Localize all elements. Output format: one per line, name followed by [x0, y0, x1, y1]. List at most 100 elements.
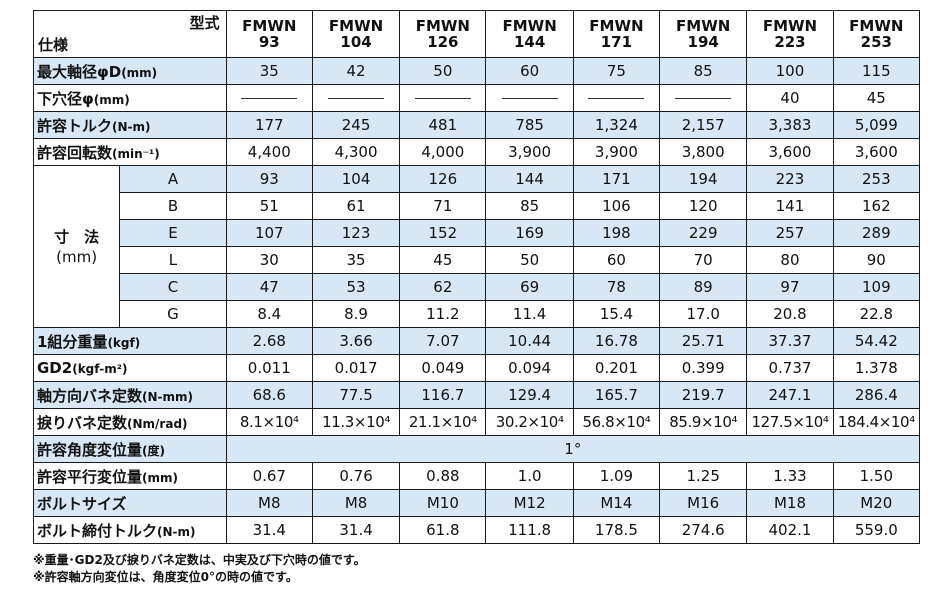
value-text: 20.8	[773, 305, 807, 323]
value-cell: 89	[659, 273, 748, 301]
value-cell: 11.3×10⁴	[311, 408, 401, 436]
value-cell: 3,600	[832, 138, 921, 166]
empty-dash	[501, 98, 558, 99]
value-cell: 53	[311, 273, 401, 301]
value-cell: 223	[746, 165, 834, 193]
value-text: 30	[259, 251, 279, 269]
value-cell: 5,099	[832, 111, 921, 139]
value-text: 45	[433, 251, 453, 269]
value-cell: 70	[659, 246, 748, 274]
value-text: 89	[693, 278, 713, 296]
value-cell: 31.4	[311, 516, 401, 544]
value-text: 8.4	[257, 305, 282, 323]
value-cell: M10	[399, 489, 487, 517]
value-cell: 286.4	[832, 381, 921, 409]
value-cell: 85.9×10⁴	[659, 408, 748, 436]
value-text: 144	[515, 170, 544, 188]
value-text: 178.5	[594, 521, 638, 539]
value-cell: M12	[485, 489, 574, 517]
value-text: 141	[775, 197, 805, 215]
value-text: 0.049	[421, 359, 465, 377]
value-text: 162	[861, 197, 891, 215]
value-text: 120	[688, 197, 718, 215]
value-text: 247.1	[768, 386, 812, 404]
value-cell: 106	[572, 192, 661, 220]
row-label: 捩りバネ定数(Nm/rad)	[33, 408, 227, 436]
value-text: 3,600	[854, 143, 898, 161]
corner-cell: 型式 仕様	[33, 10, 227, 58]
row-unit: (N-mm)	[142, 389, 194, 404]
value-cell: 129.4	[485, 381, 574, 409]
value-text: 115	[861, 62, 891, 80]
row-label: 1組分重量(kgf)	[33, 327, 227, 355]
value-text: 0.88	[426, 467, 460, 485]
value-cell: 177	[225, 111, 313, 139]
model-brand: FMWN	[762, 17, 818, 35]
value-text: 0.737	[768, 359, 812, 377]
value-text: 77.5	[339, 386, 373, 404]
row-label: ボルトサイズ	[33, 489, 227, 517]
empty-dash	[675, 98, 732, 99]
footnotes: ※重量･GD2及び捩りバネ定数は、中実及び下穴時の値です。 ※許容軸方向変位は、…	[33, 552, 366, 586]
spec-row: 許容平行変位量(mm) 0.67 0.76 0.88 1.0 1.09 1.25 1.33 1.…	[33, 462, 921, 490]
value-cell: 0.011	[225, 354, 313, 382]
value-cell: 116.7	[399, 381, 487, 409]
model-number: 171	[600, 33, 633, 51]
value-text: 104	[341, 170, 371, 188]
value-text: 60	[520, 62, 540, 80]
value-text: 11.4	[512, 305, 547, 323]
value-cell: 162	[832, 192, 921, 220]
row-label-text: 1組分重量	[37, 332, 108, 351]
value-text: 61	[346, 197, 366, 215]
row-label: 許容トルク(N-m)	[33, 111, 227, 139]
footnote: ※重量･GD2及び捩りバネ定数は、中実及び下穴時の値です。	[33, 553, 366, 567]
row-label-text: 下穴径φ	[37, 89, 94, 108]
value-text: 0.017	[334, 359, 378, 377]
value-text: 61.8	[426, 521, 460, 539]
row-unit: (N-m)	[157, 524, 196, 539]
value-text: 286.4	[854, 386, 898, 404]
value-cell: 85	[659, 57, 748, 85]
value-text: 35	[259, 62, 279, 80]
row-label-text: 捩りバネ定数	[37, 413, 128, 432]
value-text: 481	[428, 116, 458, 134]
model-brand: FMWN	[849, 17, 904, 35]
value-cell: 785	[485, 111, 574, 139]
value-text: 1,324	[594, 116, 638, 134]
dimension-name: A	[119, 165, 227, 193]
dimension-name-text: E	[168, 224, 178, 242]
value-text: 78	[606, 278, 626, 296]
value-cell	[659, 84, 748, 112]
row-label-text: 最大軸径φD	[37, 62, 122, 81]
value-cell	[399, 84, 487, 112]
value-cell: 78	[572, 273, 661, 301]
model-header: FMWN 93	[225, 10, 313, 58]
value-cell: 15.4	[572, 300, 661, 328]
value-text: M14	[600, 494, 633, 512]
value-cell: 61.8	[399, 516, 487, 544]
value-text: 0.67	[252, 467, 286, 485]
value-cell: 169	[485, 219, 574, 247]
empty-dash	[241, 98, 298, 99]
value-text: 171	[602, 170, 631, 188]
value-text: 4,400	[247, 143, 291, 161]
value-text: 5,099	[854, 116, 898, 134]
value-cell: 60	[485, 57, 574, 85]
value-text: 71	[433, 197, 453, 215]
dimension-name: E	[119, 219, 227, 247]
value-text: 75	[606, 62, 626, 80]
value-cell: 80	[746, 246, 834, 274]
value-cell: 2,157	[659, 111, 748, 139]
value-text: 257	[775, 224, 805, 242]
value-text: 17.0	[686, 305, 720, 323]
value-cell: 0.094	[485, 354, 574, 382]
row-label: 許容角度変位量(度)	[33, 435, 227, 463]
value-text: M16	[687, 494, 720, 512]
model-header: FMWN 104	[311, 10, 401, 58]
value-text: 169	[515, 224, 544, 242]
value-text: M8	[258, 494, 281, 512]
value-cell: 61	[311, 192, 401, 220]
row-label-text: 許容平行変位量	[37, 467, 143, 486]
value-cell: 45	[832, 84, 921, 112]
value-text: 165.7	[594, 386, 638, 404]
